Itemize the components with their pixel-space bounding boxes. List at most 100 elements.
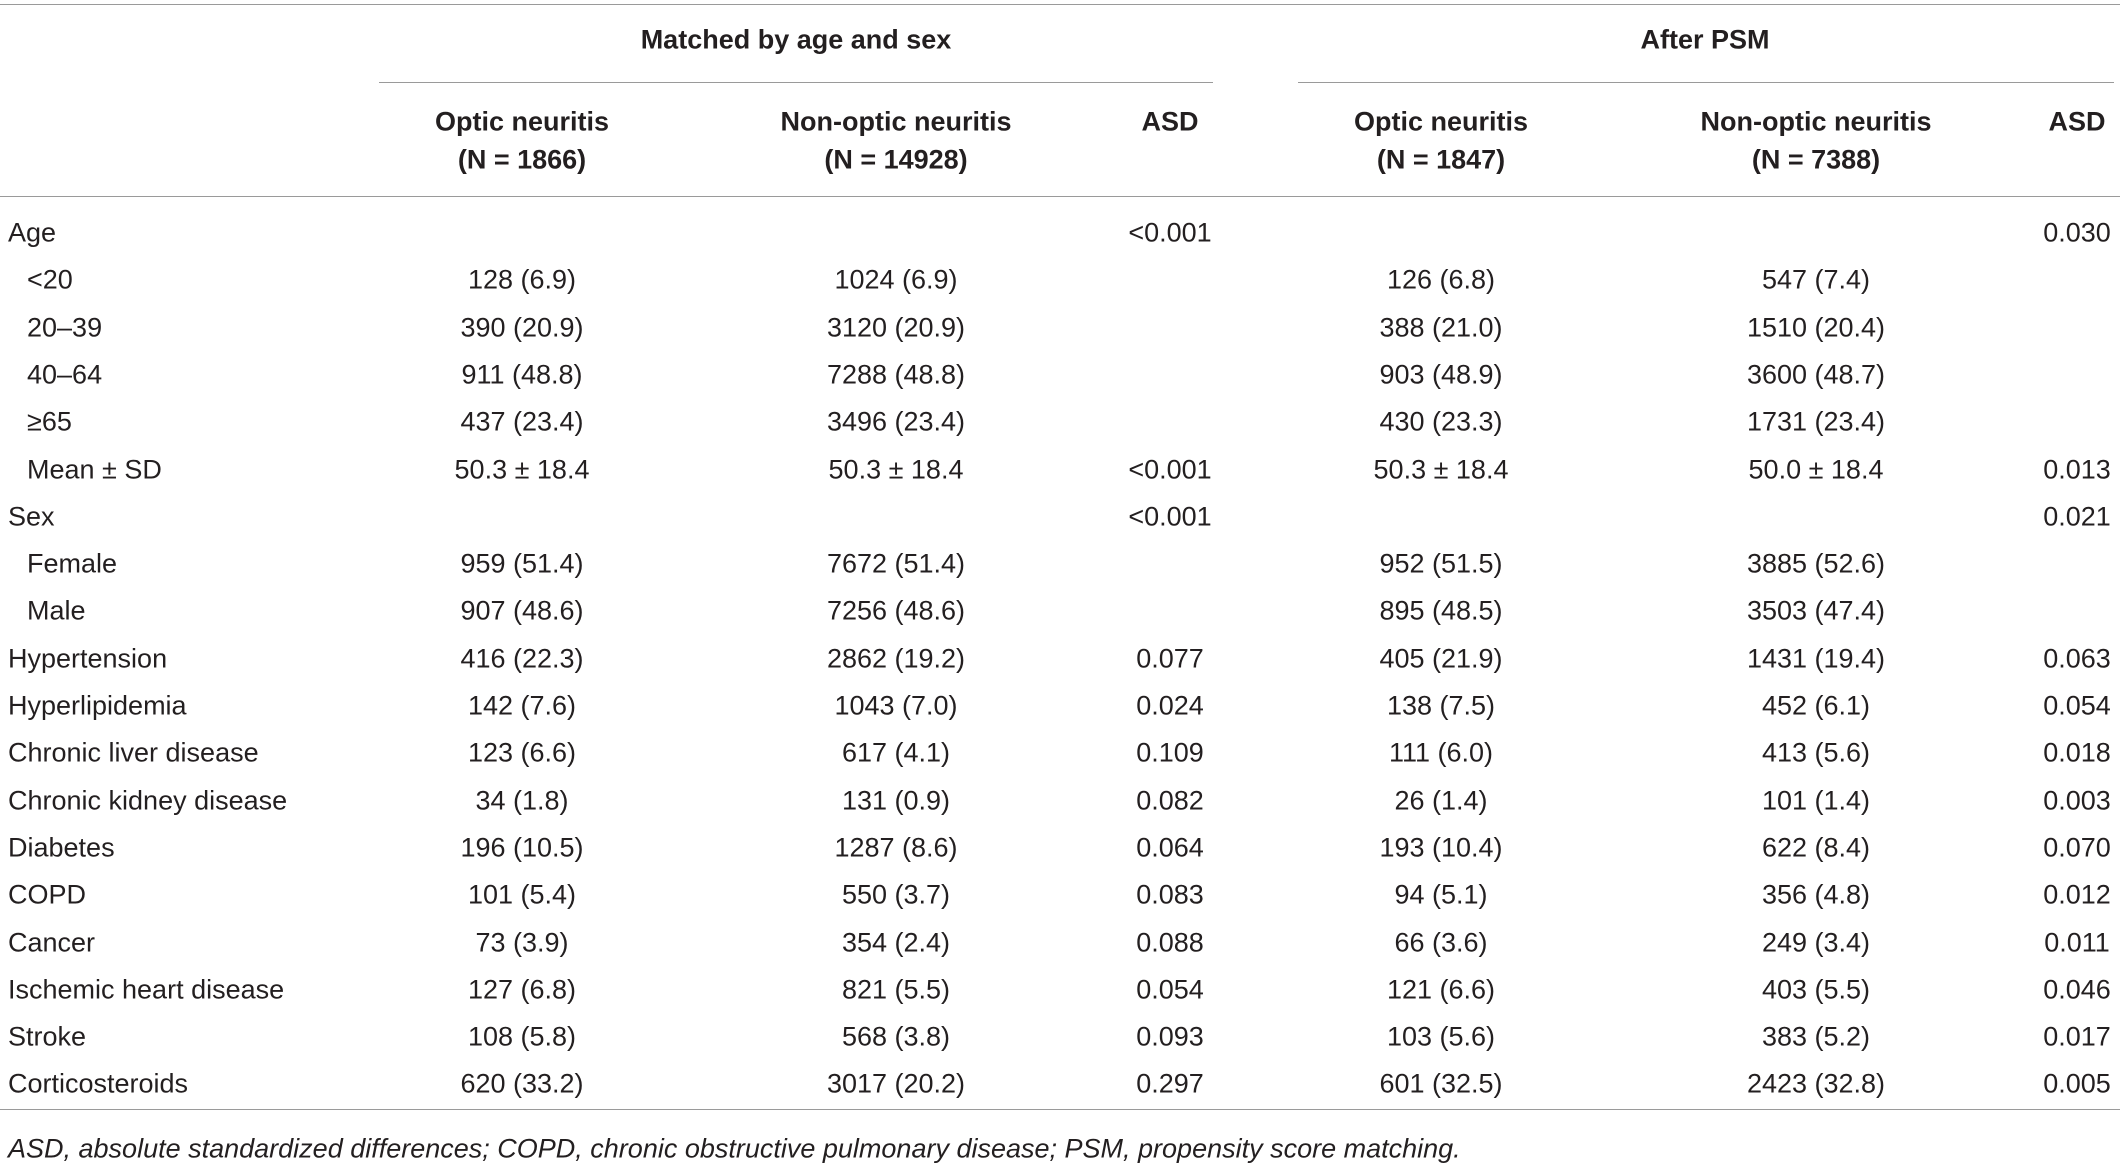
- cell: 895 (48.5): [1379, 595, 1503, 626]
- group-header: After PSM: [1640, 24, 1770, 55]
- row-label: Sex: [8, 501, 55, 532]
- column-header: ASD: [1141, 106, 1199, 137]
- cell: 7672 (51.4): [826, 548, 966, 579]
- row-label: Female: [27, 548, 118, 579]
- cell: 3885 (52.6): [1746, 548, 1886, 579]
- row-label: 40–64: [27, 359, 103, 390]
- rule: [0, 196, 2120, 197]
- cell: 952 (51.5): [1379, 548, 1503, 579]
- footnote: ASD, absolute standardized differences; …: [8, 1133, 1461, 1164]
- column-header-n: (N = 14928): [824, 144, 968, 175]
- cell: 131 (0.9): [841, 785, 951, 816]
- cell: 0.082: [1136, 785, 1204, 816]
- cell: 390 (20.9): [460, 312, 584, 343]
- cell: 50.3 ± 18.4: [1373, 454, 1509, 484]
- cell: 138 (7.5): [1386, 690, 1496, 721]
- cell: 903 (48.9): [1379, 359, 1503, 390]
- cell: 0.063: [2043, 643, 2111, 674]
- cell: 142 (7.6): [467, 690, 577, 721]
- cell: 1043 (7.0): [834, 690, 958, 721]
- cell: 568 (3.8): [841, 1021, 951, 1052]
- cell: 0.005: [2043, 1068, 2111, 1099]
- column-header: Optic neuritis: [1353, 106, 1529, 137]
- cell: 0.046: [2043, 974, 2111, 1005]
- cell: 50.3 ± 18.4: [454, 454, 590, 484]
- cell: 128 (6.9): [467, 264, 577, 295]
- rule: [379, 82, 1213, 83]
- cell: 911 (48.8): [461, 359, 583, 390]
- cell: 0.064: [1136, 832, 1204, 863]
- cell: 403 (5.5): [1761, 974, 1871, 1005]
- row-label: COPD: [8, 879, 87, 910]
- cell: 0.070: [2043, 832, 2111, 863]
- cell: 354 (2.4): [841, 927, 951, 957]
- cell: 34 (1.8): [475, 785, 569, 816]
- row-label: Chronic liver disease: [8, 737, 259, 768]
- row-label: Chronic kidney disease: [8, 785, 288, 816]
- row-label: Stroke: [8, 1021, 87, 1052]
- row-label: Hypertension: [8, 643, 168, 674]
- cell: 7256 (48.6): [826, 595, 966, 626]
- row-label: 20–39: [27, 312, 103, 343]
- cell: 103 (5.6): [1386, 1021, 1496, 1052]
- row-label: Ischemic heart disease: [8, 974, 285, 1005]
- rule: [1298, 82, 2114, 83]
- cell: 430 (23.3): [1379, 406, 1503, 437]
- cell: 959 (51.4): [460, 548, 584, 579]
- cell: 127 (6.8): [467, 974, 577, 1005]
- cell: 50.3 ± 18.4: [828, 454, 964, 484]
- cell: 405 (21.9): [1379, 643, 1503, 674]
- row-label: Diabetes: [8, 832, 115, 863]
- row-label: Mean ± SD: [27, 454, 162, 484]
- row-label: Corticosteroids: [8, 1068, 189, 1099]
- column-header-n: (N = 1866): [457, 144, 587, 175]
- rule: [0, 1109, 2120, 1110]
- cell: 7288 (48.8): [826, 359, 966, 390]
- row-label: Male: [27, 595, 86, 626]
- cell: 0.083: [1136, 879, 1204, 910]
- cell: 108 (5.8): [467, 1021, 577, 1052]
- cell: 907 (48.6): [460, 595, 584, 626]
- cell: <0.001: [1128, 501, 1212, 532]
- cell: 2862 (19.2): [826, 643, 966, 674]
- cell: 0.093: [1136, 1021, 1204, 1052]
- cell: 196 (10.5): [460, 832, 584, 863]
- cell: 101 (5.4): [467, 879, 577, 910]
- column-header: ASD: [2048, 106, 2106, 137]
- cell: 111 (6.0): [1388, 737, 1494, 768]
- cell: 1431 (19.4): [1746, 643, 1886, 674]
- group-header: Matched by age and sex: [640, 24, 952, 55]
- cell: 1731 (23.4): [1746, 406, 1886, 437]
- row-label: Age: [8, 217, 57, 248]
- cell: 452 (6.1): [1761, 690, 1871, 721]
- cell: 0.109: [1136, 737, 1204, 768]
- column-header: Non-optic neuritis: [780, 106, 1012, 137]
- cell: 1024 (6.9): [834, 264, 958, 295]
- cell: 0.024: [1136, 690, 1204, 721]
- cell: 617 (4.1): [841, 737, 951, 768]
- cell: 26 (1.4): [1394, 785, 1488, 816]
- cell: 3017 (20.2): [826, 1068, 966, 1099]
- cell: 3600 (48.7): [1746, 359, 1886, 390]
- cell: 50.0 ± 18.4: [1748, 454, 1884, 484]
- cell: 1510 (20.4): [1746, 312, 1886, 343]
- row-label: ≥65: [27, 406, 72, 437]
- cell: 193 (10.4): [1379, 832, 1503, 863]
- cell: <0.001: [1128, 217, 1212, 248]
- cell: 126 (6.8): [1386, 264, 1496, 295]
- cell: 620 (33.2): [460, 1068, 584, 1099]
- cell: 2423 (32.8): [1746, 1068, 1886, 1099]
- column-header-n: (N = 1847): [1376, 144, 1506, 175]
- cell: 1287 (8.6): [834, 832, 958, 863]
- cell: 101 (1.4): [1761, 785, 1871, 816]
- row-label: Cancer: [8, 927, 96, 957]
- cell: 0.030: [2043, 217, 2111, 248]
- cell: 123 (6.6): [467, 737, 577, 768]
- cell: 821 (5.5): [841, 974, 951, 1005]
- cell: 73 (3.9): [475, 927, 569, 957]
- cell: 0.013: [2043, 454, 2111, 484]
- cell: 3496 (23.4): [826, 406, 966, 437]
- cell: 0.021: [2043, 501, 2111, 532]
- cell: 0.018: [2043, 737, 2111, 768]
